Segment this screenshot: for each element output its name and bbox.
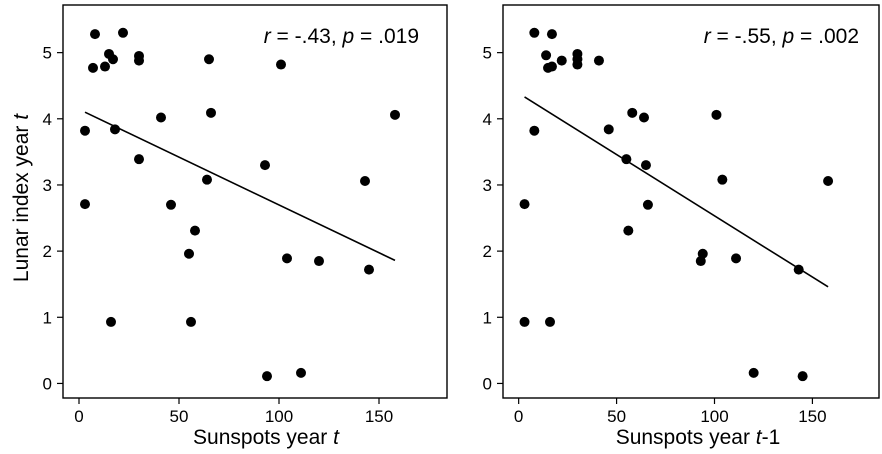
x-tick-label: 100	[265, 407, 293, 426]
y-tick-label: 1	[43, 308, 52, 327]
y-tick-label: 2	[483, 242, 492, 261]
fit-line-group	[524, 96, 829, 288]
y-tick-label: 5	[43, 44, 52, 63]
x-tick-label: 150	[365, 407, 393, 426]
data-point	[519, 316, 530, 327]
x-tick-label: 150	[798, 407, 826, 426]
data-point	[717, 174, 728, 185]
panel-left: 0 50 100 150 0 1 2 3 4 5 r = -.43, p = .019 Sunsp…	[10, 4, 448, 449]
data-point	[621, 154, 632, 165]
data-point	[110, 124, 120, 135]
data-point	[642, 199, 653, 210]
data-point	[364, 264, 374, 275]
data-point	[545, 316, 555, 327]
data-point	[134, 154, 144, 165]
y-tick-label: 4	[483, 110, 492, 129]
y-tick-label: 4	[43, 110, 52, 129]
points-group	[80, 27, 400, 382]
data-point	[134, 55, 144, 66]
data-point	[711, 109, 722, 120]
data-point	[593, 55, 604, 66]
x-tick-label: 100	[700, 407, 728, 426]
data-point	[202, 174, 212, 185]
data-point	[556, 55, 567, 66]
data-point	[314, 256, 324, 267]
regression-line	[524, 96, 829, 288]
y-axis-label: Lunar index year t	[10, 113, 33, 282]
x-tick-label: 50	[170, 407, 189, 426]
data-point	[390, 109, 400, 120]
data-point	[90, 29, 100, 40]
data-point	[276, 59, 286, 70]
data-point	[541, 50, 552, 61]
axis-ticks: 0 50 100 150 0 1 2 3 4 5	[483, 44, 827, 426]
panel-right: 0 50 100 150 0 1 2 3 4 5 r = -.55, p = .002 Sunsp…	[483, 4, 880, 449]
data-point	[156, 112, 166, 123]
data-point	[108, 54, 118, 65]
data-point	[118, 27, 128, 38]
x-axis-label: Sunspots year t-1	[616, 426, 781, 449]
data-point	[282, 253, 292, 264]
data-point	[519, 199, 530, 210]
data-point	[529, 125, 540, 136]
plot-frame	[502, 4, 880, 399]
data-point	[296, 367, 306, 378]
y-tick-label: 1	[483, 308, 492, 327]
data-point	[190, 225, 200, 236]
data-point	[100, 61, 110, 72]
data-point	[204, 54, 214, 65]
data-point	[184, 248, 194, 259]
x-tick-label: 0	[74, 407, 83, 426]
data-point	[640, 160, 651, 171]
data-point	[748, 367, 759, 378]
stats-annotation: r = -.43, p = .019	[264, 25, 419, 48]
data-point	[166, 199, 176, 210]
data-point	[80, 199, 90, 210]
data-point	[206, 107, 216, 118]
data-point	[639, 112, 649, 123]
points-group	[519, 27, 834, 382]
data-point	[80, 125, 90, 136]
data-point	[529, 27, 540, 38]
data-point	[823, 175, 834, 186]
data-point	[627, 107, 638, 118]
data-point	[546, 29, 557, 40]
data-point	[546, 61, 557, 72]
y-tick-label: 0	[483, 374, 492, 393]
fit-line-group	[84, 111, 396, 262]
y-tick-label: 0	[43, 374, 52, 393]
x-axis-label: Sunspots year t	[193, 426, 340, 449]
x-tick-label: 50	[607, 407, 626, 426]
plot-frame	[62, 4, 448, 399]
data-point	[260, 160, 270, 171]
y-tick-label: 2	[43, 242, 52, 261]
axis-ticks: 0 50 100 150 0 1 2 3 4 5	[43, 44, 394, 426]
x-tick-label: 0	[514, 407, 523, 426]
data-point	[731, 253, 742, 264]
data-point	[695, 256, 706, 267]
data-point	[623, 225, 634, 236]
regression-line	[84, 111, 396, 262]
y-tick-label: 3	[483, 176, 492, 195]
y-tick-label: 5	[483, 44, 492, 63]
stats-annotation: r = -.55, p = .002	[704, 25, 859, 48]
data-point	[262, 371, 272, 382]
data-point	[603, 124, 614, 135]
data-point	[572, 59, 583, 70]
data-point	[106, 316, 116, 327]
data-point	[793, 264, 804, 275]
y-tick-label: 3	[43, 176, 52, 195]
data-point	[797, 371, 808, 382]
data-point	[360, 175, 370, 186]
data-point	[88, 62, 98, 73]
data-point	[186, 316, 196, 327]
